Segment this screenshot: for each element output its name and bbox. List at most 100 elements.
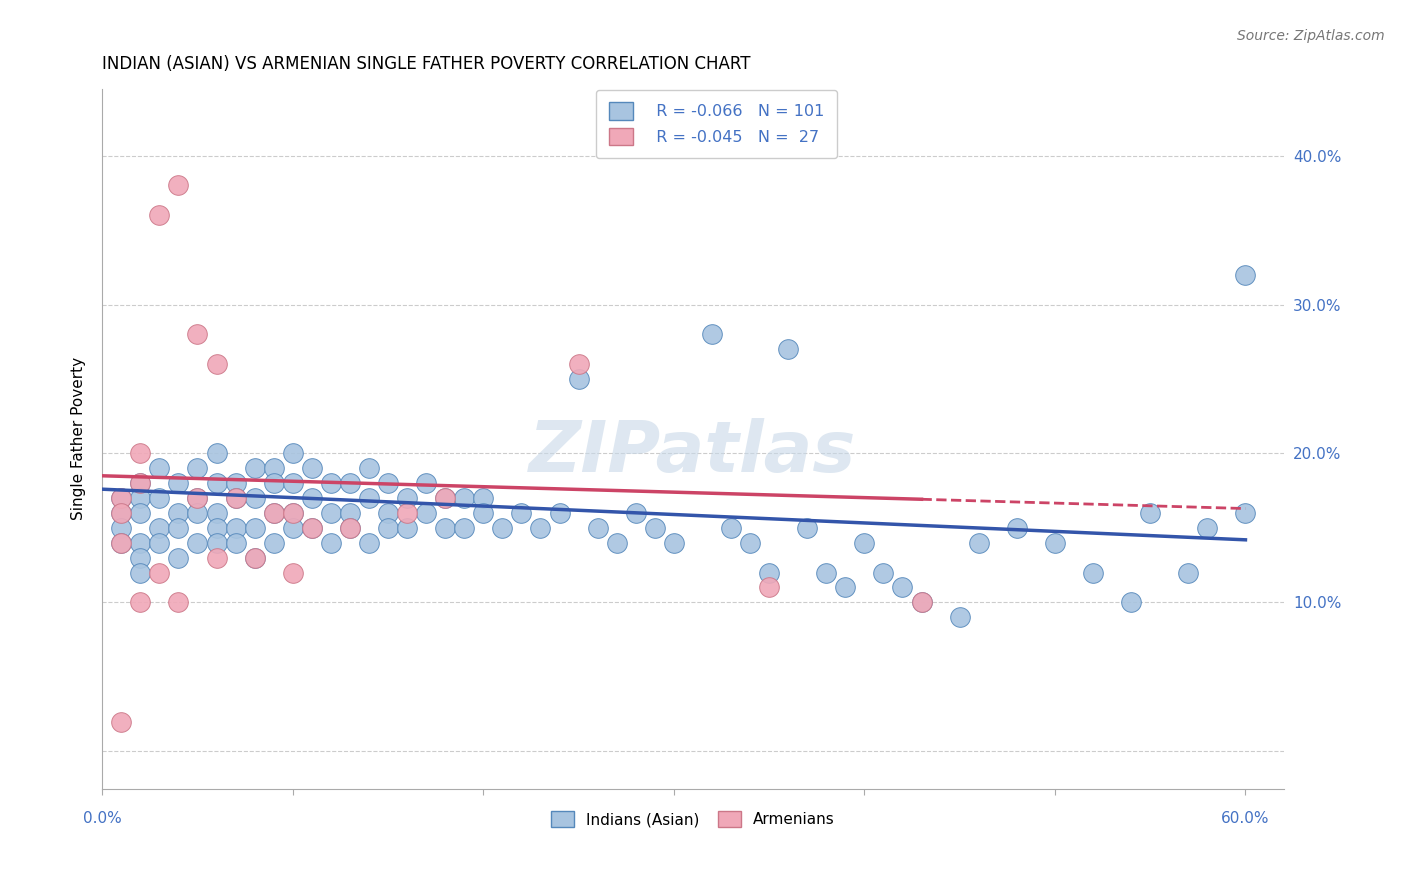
Point [891, 581, 914, 595]
Point [110, 491, 132, 505]
Point [167, 550, 190, 565]
Point [453, 521, 475, 535]
Point [205, 506, 228, 520]
Point [1081, 566, 1104, 580]
Point [339, 521, 361, 535]
Point [281, 446, 304, 460]
Point [129, 491, 152, 505]
Point [720, 521, 742, 535]
Text: ZIPatlas: ZIPatlas [529, 418, 856, 487]
Point [644, 521, 666, 535]
Point [129, 536, 152, 550]
Point [434, 491, 457, 505]
Point [396, 506, 419, 520]
Point [548, 506, 571, 520]
Point [281, 521, 304, 535]
Point [1177, 566, 1199, 580]
Point [263, 476, 285, 491]
Point [377, 521, 399, 535]
Point [796, 521, 818, 535]
Point [263, 506, 285, 520]
Point [396, 491, 419, 505]
Point [148, 208, 170, 222]
Point [949, 610, 972, 624]
Point [110, 506, 132, 520]
Point [186, 461, 208, 475]
Point [1005, 521, 1028, 535]
Point [377, 476, 399, 491]
Point [301, 521, 323, 535]
Point [281, 506, 304, 520]
Point [205, 521, 228, 535]
Point [1234, 506, 1257, 520]
Point [357, 461, 380, 475]
Point [415, 506, 437, 520]
Point [186, 327, 208, 342]
Point [339, 521, 361, 535]
Text: 0.0%: 0.0% [83, 811, 121, 826]
Point [129, 476, 152, 491]
Point [301, 491, 323, 505]
Point [853, 536, 876, 550]
Point [110, 506, 132, 520]
Text: INDIAN (ASIAN) VS ARMENIAN SINGLE FATHER POVERTY CORRELATION CHART: INDIAN (ASIAN) VS ARMENIAN SINGLE FATHER… [103, 55, 751, 73]
Point [815, 566, 838, 580]
Point [129, 506, 152, 520]
Point [167, 506, 190, 520]
Point [205, 446, 228, 460]
Point [1043, 536, 1066, 550]
Point [510, 506, 533, 520]
Point [357, 491, 380, 505]
Point [186, 491, 208, 505]
Point [110, 536, 132, 550]
Point [301, 521, 323, 535]
Point [301, 461, 323, 475]
Point [263, 536, 285, 550]
Point [357, 536, 380, 550]
Point [377, 506, 399, 520]
Point [472, 491, 495, 505]
Point [186, 491, 208, 505]
Point [910, 595, 932, 609]
Point [1197, 521, 1219, 535]
Point [243, 461, 266, 475]
Point [167, 595, 190, 609]
Point [396, 521, 419, 535]
Point [872, 566, 894, 580]
Point [205, 357, 228, 371]
Point [339, 506, 361, 520]
Point [129, 550, 152, 565]
Point [148, 536, 170, 550]
Point [263, 506, 285, 520]
Point [967, 536, 990, 550]
Point [243, 550, 266, 565]
Point [110, 536, 132, 550]
Point [758, 581, 780, 595]
Point [319, 506, 342, 520]
Legend: Indians (Asian), Armenians: Indians (Asian), Armenians [546, 805, 841, 833]
Point [319, 536, 342, 550]
Text: 60.0%: 60.0% [1222, 811, 1270, 826]
Point [662, 536, 685, 550]
Point [738, 536, 761, 550]
Point [129, 566, 152, 580]
Point [148, 491, 170, 505]
Point [1139, 506, 1161, 520]
Point [225, 491, 247, 505]
Point [167, 476, 190, 491]
Point [281, 476, 304, 491]
Point [263, 461, 285, 475]
Point [110, 714, 132, 729]
Point [243, 550, 266, 565]
Point [225, 476, 247, 491]
Point [1234, 268, 1257, 282]
Point [434, 521, 457, 535]
Point [205, 476, 228, 491]
Point [1121, 595, 1143, 609]
Point [434, 491, 457, 505]
Point [148, 521, 170, 535]
Point [472, 506, 495, 520]
Point [778, 342, 800, 356]
Point [148, 461, 170, 475]
Point [567, 357, 589, 371]
